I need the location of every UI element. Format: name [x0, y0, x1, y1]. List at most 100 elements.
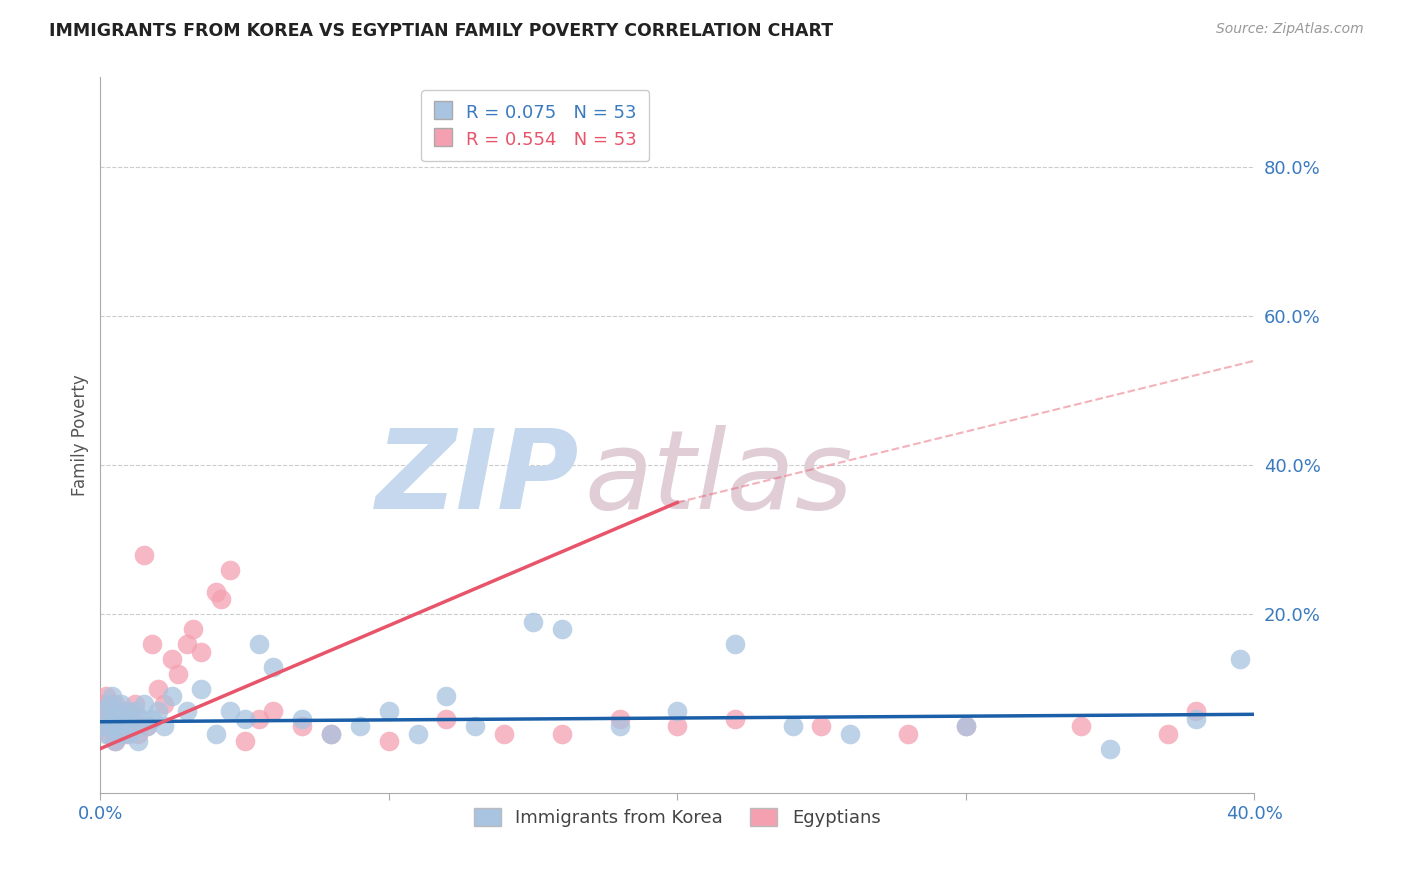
Point [98, 712, 121, 726]
Point [118, 704, 141, 718]
Point [91, 719, 114, 733]
Point [101, 719, 124, 733]
Point [110, 704, 132, 718]
Point [94, 712, 117, 726]
Point [291, 719, 314, 733]
Text: Source: ZipAtlas.com: Source: ZipAtlas.com [1216, 22, 1364, 37]
Point [897, 727, 920, 741]
Point [782, 719, 804, 733]
Point [666, 719, 689, 733]
Point [378, 704, 401, 718]
Point [162, 690, 184, 704]
Text: atlas: atlas [585, 425, 853, 532]
Point [146, 704, 169, 718]
Point [494, 727, 516, 741]
Point [262, 659, 284, 673]
Point [104, 704, 127, 718]
Point [98, 704, 121, 718]
Point [436, 690, 458, 704]
Point [181, 622, 204, 636]
Y-axis label: Family Poverty: Family Poverty [72, 375, 89, 496]
Point [135, 719, 157, 733]
Point [204, 585, 226, 599]
Point [204, 727, 226, 741]
Point [127, 727, 149, 741]
Point [609, 719, 631, 733]
Point [247, 637, 270, 651]
Point [609, 712, 631, 726]
Text: IMMIGRANTS FROM KOREA VS EGYPTIAN FAMILY POVERTY CORRELATION CHART: IMMIGRANTS FROM KOREA VS EGYPTIAN FAMILY… [49, 22, 834, 40]
Point [211, 592, 233, 607]
Point [522, 615, 544, 629]
Point [153, 697, 176, 711]
Point [112, 712, 135, 726]
Point [107, 712, 129, 726]
Point [132, 548, 155, 562]
Point [107, 712, 129, 726]
Point [190, 681, 212, 696]
Point [167, 667, 190, 681]
Point [110, 727, 132, 741]
Point [247, 712, 270, 726]
Point [107, 719, 129, 733]
Point [91, 719, 114, 733]
Point [955, 719, 977, 733]
Point [724, 712, 747, 726]
Point [176, 704, 198, 718]
Point [107, 719, 129, 733]
Point [121, 712, 143, 726]
Point [190, 645, 212, 659]
Point [551, 622, 574, 636]
Point [1156, 727, 1178, 741]
Legend: Immigrants from Korea, Egyptians: Immigrants from Korea, Egyptians [467, 801, 887, 834]
Point [1185, 704, 1208, 718]
Point [104, 697, 127, 711]
Point [219, 704, 242, 718]
Point [219, 563, 242, 577]
Point [464, 719, 486, 733]
Point [115, 704, 138, 718]
Point [112, 719, 135, 733]
Point [233, 734, 256, 748]
Point [955, 719, 977, 733]
Point [153, 719, 176, 733]
Point [262, 704, 284, 718]
Point [319, 727, 342, 741]
Point [94, 704, 117, 718]
Point [666, 704, 689, 718]
Point [1229, 652, 1251, 666]
Point [319, 727, 342, 741]
Point [349, 719, 371, 733]
Point [406, 727, 429, 741]
Point [115, 727, 138, 741]
Point [101, 719, 124, 733]
Point [118, 719, 141, 733]
Point [141, 712, 163, 726]
Point [91, 697, 114, 711]
Point [98, 697, 121, 711]
Point [141, 637, 163, 651]
Point [1098, 741, 1121, 756]
Point [118, 712, 141, 726]
Point [118, 727, 141, 741]
Point [127, 734, 149, 748]
Point [112, 719, 135, 733]
Point [551, 727, 574, 741]
Point [121, 719, 143, 733]
Point [291, 712, 314, 726]
Point [112, 712, 135, 726]
Point [110, 727, 132, 741]
Point [98, 727, 121, 741]
Point [1185, 712, 1208, 726]
Point [104, 734, 127, 748]
Point [839, 727, 862, 741]
Point [176, 637, 198, 651]
Point [378, 734, 401, 748]
Point [810, 719, 832, 733]
Point [110, 697, 132, 711]
Point [124, 697, 146, 711]
Point [94, 690, 117, 704]
Point [146, 681, 169, 696]
Point [104, 734, 127, 748]
Point [94, 727, 117, 741]
